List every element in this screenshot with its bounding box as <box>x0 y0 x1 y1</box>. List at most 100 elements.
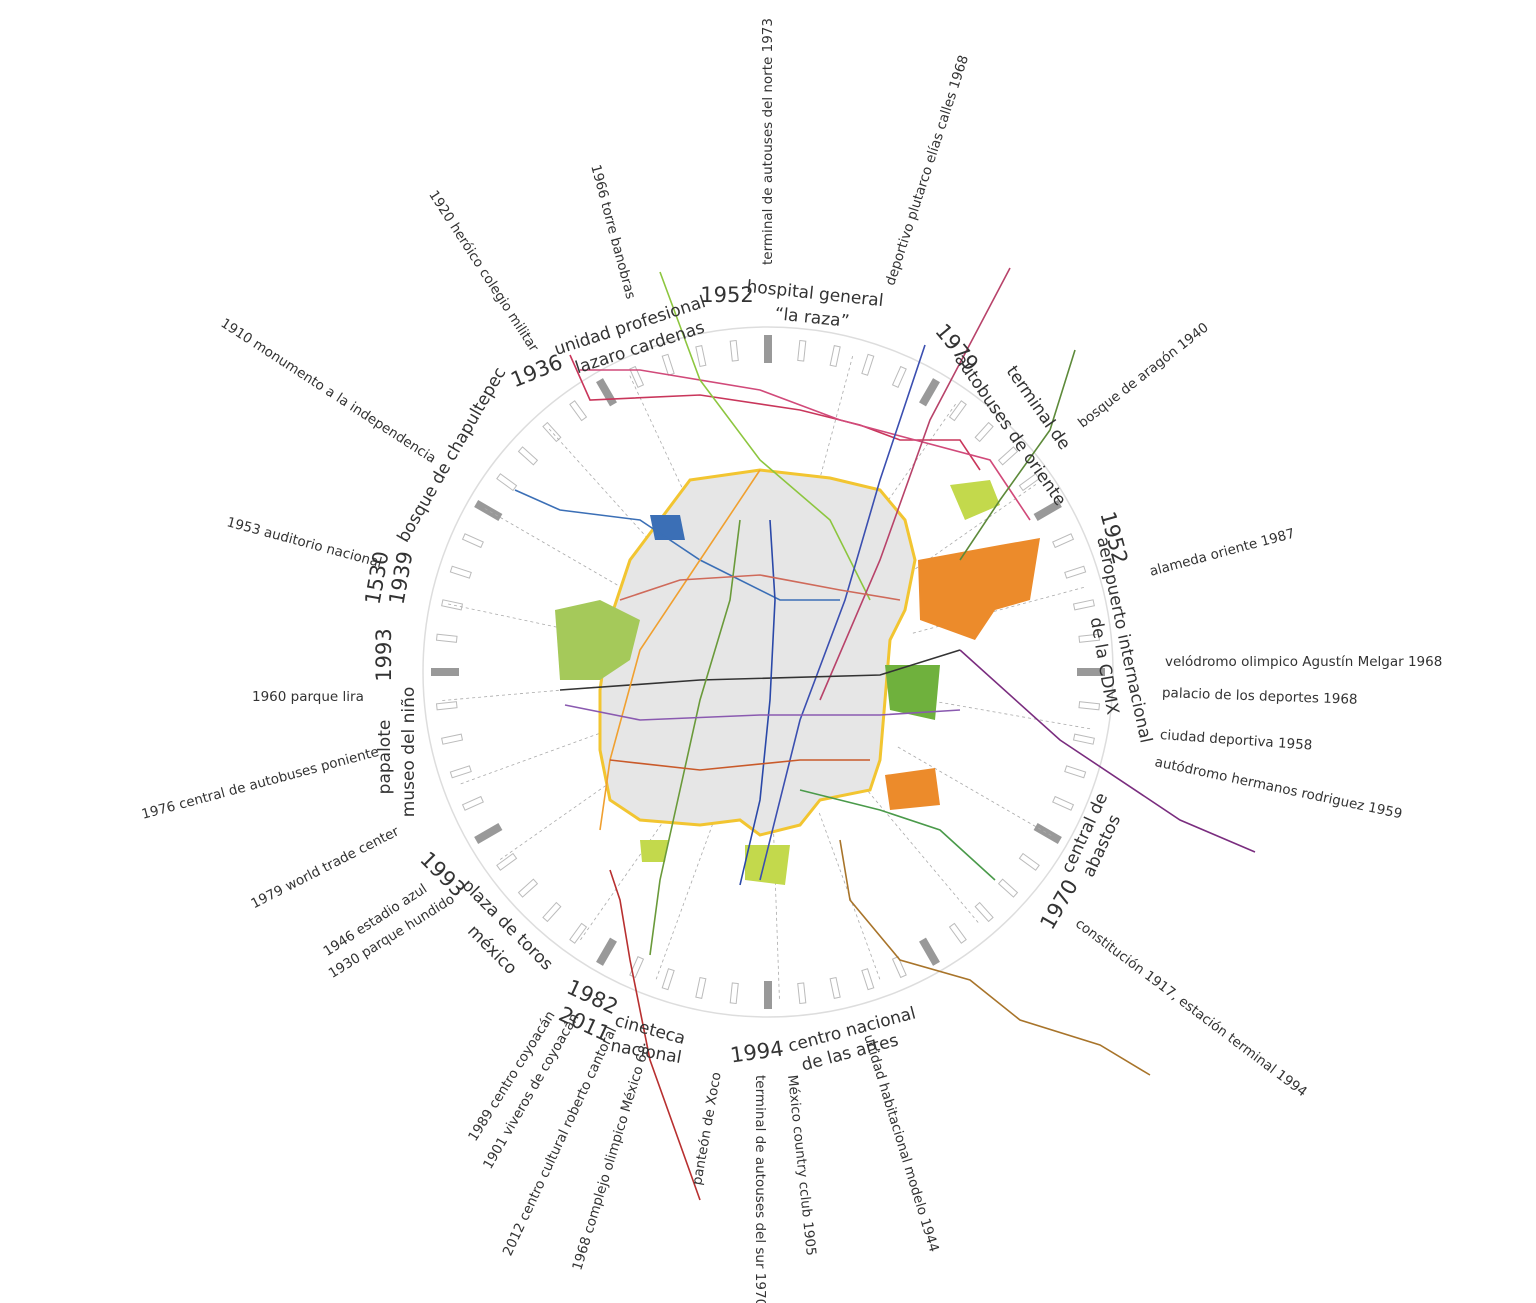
minor-tick <box>1078 701 1101 711</box>
minor-tick <box>542 901 562 923</box>
outer-ring <box>422 326 1114 1018</box>
transit-line <box>649 519 741 956</box>
minor-tick <box>661 968 675 991</box>
spoke <box>915 697 1094 730</box>
minor-tick <box>1018 852 1040 871</box>
park <box>640 840 668 862</box>
spoke <box>864 786 981 926</box>
transit-line <box>580 369 1031 521</box>
minor-tick <box>517 446 539 466</box>
central-abastos <box>885 768 940 810</box>
major-tick <box>431 668 459 676</box>
major-tick <box>764 981 772 1009</box>
ring-ticks <box>431 335 1105 1009</box>
minor-tick <box>997 446 1019 466</box>
transit-line <box>564 704 961 721</box>
major-tick <box>596 937 617 966</box>
landmark-label: 1953 auditorio nacional <box>225 514 384 571</box>
park <box>885 665 940 720</box>
minor-tick <box>891 365 907 388</box>
minor-tick <box>461 533 484 549</box>
major-tick <box>764 335 772 363</box>
transit-line <box>959 649 1256 853</box>
transit-line <box>659 271 871 601</box>
year-label: 1994 <box>729 1036 785 1067</box>
minor-tick <box>496 852 518 871</box>
airport <box>918 538 1040 640</box>
minor-tick <box>948 922 967 944</box>
spoke <box>654 812 718 983</box>
transit-line <box>819 267 1011 701</box>
major-tick <box>474 823 503 844</box>
minor-tick <box>997 878 1019 898</box>
transit-line <box>599 469 761 831</box>
major-tick <box>919 378 940 407</box>
minor-tick <box>861 968 875 991</box>
chapultepec <box>555 600 640 680</box>
landmark-label: deportivo plutarco elías calles 1968 <box>882 53 972 287</box>
transit-line <box>514 489 840 601</box>
transit-line <box>609 869 701 1201</box>
year-label: 1952 <box>700 283 753 307</box>
minor-tick <box>496 473 518 492</box>
landmark-label: bosque de aragón 1940 <box>1075 320 1212 432</box>
minor-tick <box>829 976 841 999</box>
minor-tick <box>461 795 484 811</box>
minor-tick <box>948 400 967 422</box>
landmark-label: 1966 torre banobras <box>587 163 638 301</box>
place-label: museo del niño <box>399 687 419 818</box>
minor-tick <box>441 599 464 611</box>
place-label: bosque de chapultepec <box>394 364 511 546</box>
minor-tick <box>661 353 675 376</box>
minor-tick <box>629 365 645 388</box>
park <box>745 845 790 885</box>
landmark-label: panteón de Xoco <box>689 1071 725 1187</box>
transit-line <box>959 349 1076 561</box>
place-label: papalote <box>375 720 395 795</box>
minor-tick <box>797 339 807 362</box>
minor-tick <box>449 765 472 779</box>
minor-tick <box>1078 633 1101 643</box>
landmark-label: 1920 heróico colegio militar <box>425 188 542 355</box>
minor-tick <box>569 400 588 422</box>
landmark-label: terminal de autouses del norte 1973 <box>760 18 776 265</box>
minor-tick <box>695 976 707 999</box>
major-tick <box>596 378 617 407</box>
landmark-label: constitución 1917, estación terminal 199… <box>1072 916 1310 1101</box>
major-tick <box>474 500 503 521</box>
spoke <box>890 482 1039 587</box>
minor-tick <box>861 353 875 376</box>
landmark-label: velódromo olimpico Agustín Melgar 1968 <box>1165 654 1442 670</box>
minor-tick <box>729 339 739 362</box>
landmark-label: 1960 parque lira <box>252 689 364 705</box>
place-label: hospital general <box>746 277 885 311</box>
park <box>950 480 1000 520</box>
minor-tick <box>435 633 458 643</box>
transit-line <box>569 354 981 471</box>
transit-line <box>619 574 901 601</box>
minor-tick <box>449 565 472 579</box>
landmark-label: palacio de los deportes 1968 <box>1162 685 1358 708</box>
landmark-label: unidad habitacional modelo 1944 <box>860 1033 942 1254</box>
transit-line <box>609 759 870 771</box>
landmark-label: ciudad deportiva 1958 <box>1159 727 1312 754</box>
minor-tick <box>729 982 739 1005</box>
minor-tick <box>797 982 807 1005</box>
landmark-label: 1979 world trade center <box>248 823 402 912</box>
minor-tick <box>1052 533 1075 549</box>
major-tick <box>1077 668 1105 676</box>
minor-tick <box>1072 599 1095 611</box>
minor-tick <box>441 733 464 745</box>
landmark-label: terminal de autouses del sur 1970 <box>752 1075 768 1303</box>
minor-tick <box>1072 733 1095 745</box>
minor-tick <box>891 956 907 979</box>
landmark-label: autódromo hermanos rodriguez 1959 <box>1153 754 1403 822</box>
minor-tick <box>829 345 841 368</box>
landmark-label: México country cclub 1905 <box>784 1074 819 1256</box>
minor-tick <box>1052 795 1075 811</box>
block <box>650 515 685 540</box>
landmark-label: 1976 central de autobuses poniente <box>140 744 381 823</box>
city <box>555 468 1040 885</box>
major-tick <box>1033 500 1062 521</box>
